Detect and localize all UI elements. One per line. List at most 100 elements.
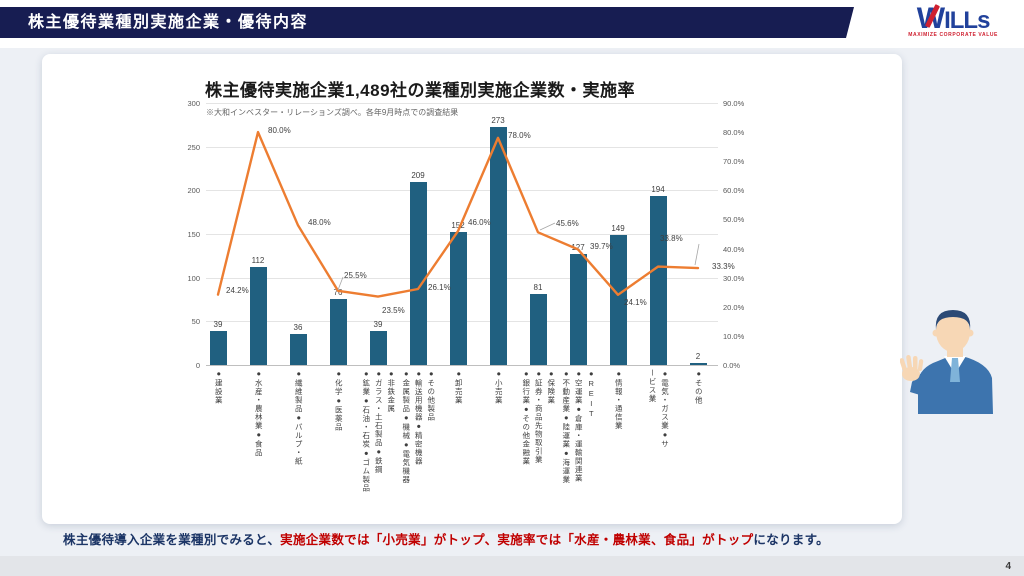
category-label-line: ●化学●医薬品: [334, 369, 344, 432]
left-axis-tick: 100: [187, 273, 200, 283]
category-label-line: ●不動産業●陸運業●海運業: [561, 369, 571, 484]
businessman-illustration: [900, 310, 993, 414]
bar-value-label: 149: [611, 223, 625, 233]
chart-title: 株主優待実施企業1,489社の業種別実施企業数・実施率: [205, 81, 636, 100]
avatar-suit: [918, 356, 993, 414]
left-axis-tick: 150: [187, 230, 200, 239]
bar-value-label: 112: [251, 256, 265, 266]
gridline: [206, 146, 718, 148]
gridline: [206, 103, 718, 104]
category-label: ●小売業: [492, 369, 505, 405]
rate-label: 24.1%: [624, 297, 647, 307]
category-label-line: ●電気・ガス業●サ: [660, 369, 670, 449]
category-label-line: ●非鉄金属: [386, 369, 396, 413]
bar: [289, 333, 307, 365]
rate-label: 26.1%: [428, 283, 451, 293]
avatar-hand: [900, 355, 924, 381]
bar-value-label: 81: [533, 283, 543, 293]
logo-tagline: MAXIMIZE CORPORATE VALUE: [908, 32, 998, 38]
right-axis-tick: 60.0%: [723, 186, 745, 196]
category-label-line: ●情報・通信業: [614, 369, 624, 430]
category-label: ●化学●医薬品: [332, 369, 345, 432]
bar-value-label: 39: [213, 319, 223, 329]
right-axis-tick: 90.0%: [723, 99, 745, 108]
category-label: ●保険業 ●証券・商品先物取引業 ●銀行業●その他金融業: [519, 369, 557, 466]
rate-label: 33.3%: [712, 262, 735, 272]
rate-label: 45.6%: [556, 219, 579, 229]
rate-label: 24.2%: [226, 285, 249, 295]
rate-label-leader: [539, 222, 556, 231]
category-label: ●その他製品 ●輸送用機器●精密機器 ●金属製品●機械●電気機器: [399, 369, 437, 484]
right-axis-tick: 10.0%: [723, 331, 745, 341]
category-label-line: ●ガラス・土石製品●鉄鋼: [374, 369, 384, 474]
category-label-line: ●建設業: [214, 369, 224, 405]
bar: [649, 195, 667, 365]
company-logo: WILLs MAXIMIZE CORPORATE VALUE: [908, 4, 998, 39]
category-label-line: ●空運業●倉庫・運輸関連業: [574, 369, 584, 483]
bar: [489, 126, 507, 365]
right-axis-tick: 20.0%: [723, 302, 745, 312]
bar-value-label: 2: [695, 352, 701, 362]
category-label-line: ●金属製品●機械●電気機器: [401, 369, 411, 484]
bar: [249, 267, 267, 365]
left-axis-tick: 50: [191, 317, 200, 327]
avatar-hair: [935, 310, 971, 330]
category-label-line: ●その他: [694, 369, 704, 405]
category-label-line: ●保険業: [546, 369, 556, 405]
summary-tail: になります。: [753, 533, 829, 547]
category-label: ●水産・農林業●食品: [252, 369, 265, 457]
page-title: 株主優待業種別実施企業・優待内容: [28, 14, 309, 31]
avatar-tie: [950, 358, 960, 382]
summary-message: 株主優待導入企業を業種別でみると、実施企業数では「小売業」がトップ、実施率では「…: [0, 529, 892, 548]
bar-value-label: 273: [491, 115, 505, 125]
category-label-line: ●輸送用機器●精密機器: [414, 369, 424, 466]
bar-value-label: 194: [651, 184, 665, 194]
gridline: [206, 365, 718, 366]
rate-label: 48.0%: [308, 218, 331, 228]
chart-card: 株主優待実施企業1,489社の業種別実施企業数・実施率 ※大和インベスター・リレ…: [42, 54, 902, 524]
category-label-line: ●繊維製品●パルプ・紙: [294, 369, 304, 466]
rate-label-leader: [694, 243, 700, 266]
bar-value-label: 39: [373, 319, 383, 329]
rate-label: 78.0%: [508, 130, 531, 140]
left-axis-tick: 250: [187, 142, 200, 152]
category-label: ●建設業: [212, 369, 225, 405]
bar: [689, 363, 707, 365]
footer-strip: [0, 556, 1024, 576]
category-label-line: ●水産・農林業●食品: [254, 369, 264, 457]
category-label: ●卸売業: [452, 369, 465, 405]
left-axis-tick: 200: [187, 186, 200, 196]
right-axis-tick: 70.0%: [723, 157, 745, 167]
category-label-line: ●銀行業●その他金融業: [521, 369, 531, 466]
category-label: ●情報・通信業: [612, 369, 625, 430]
header-bar: 株主優待業種別実施企業・優待内容: [0, 7, 854, 38]
rate-label: 33.8%: [660, 233, 683, 243]
bar: [209, 330, 227, 365]
bar: [529, 294, 547, 365]
category-label: ●REIT ●空運業●倉庫・運輸関連業 ●不動産業●陸運業●海運業: [559, 369, 597, 484]
category-label: ●非鉄金属 ●ガラス・土石製品●鉄鋼 ●鉱業●石油・石炭●ゴム製品: [359, 369, 397, 493]
category-label-line: ービス業: [648, 369, 657, 403]
right-axis-tick: 40.0%: [723, 244, 745, 254]
right-axis-tick: 0.0%: [723, 361, 741, 370]
avatar-face: [936, 312, 970, 352]
bar: [329, 298, 347, 365]
bar-value-label: 209: [411, 171, 425, 181]
category-label-line: ●小売業: [494, 369, 504, 405]
bar: [369, 330, 387, 365]
rate-label: 46.0%: [468, 218, 491, 228]
page-number: 4: [1005, 561, 1011, 572]
category-label-line: ●REIT: [586, 369, 596, 419]
summary-highlight: 実施企業数では「小売業」がトップ、実施率では「水産・農林業、食品」がトップ: [280, 533, 754, 547]
rate-line-layer: [216, 130, 700, 298]
right-axis-tick: 30.0%: [723, 273, 745, 283]
left-axis-tick: 0: [195, 361, 200, 370]
chart-source-note: ※大和インベスター・リレーションズ調べ。各年9月時点での調査結果: [206, 108, 459, 117]
rate-label: 39.7%: [590, 242, 613, 252]
right-axis-tick: 80.0%: [723, 128, 745, 138]
category-label-line: ●卸売業: [454, 369, 464, 405]
rate-label: 23.5%: [382, 305, 405, 315]
category-label: ●繊維製品●パルプ・紙: [292, 369, 305, 466]
bar: [409, 182, 427, 365]
right-axis-tick: 50.0%: [723, 215, 745, 225]
